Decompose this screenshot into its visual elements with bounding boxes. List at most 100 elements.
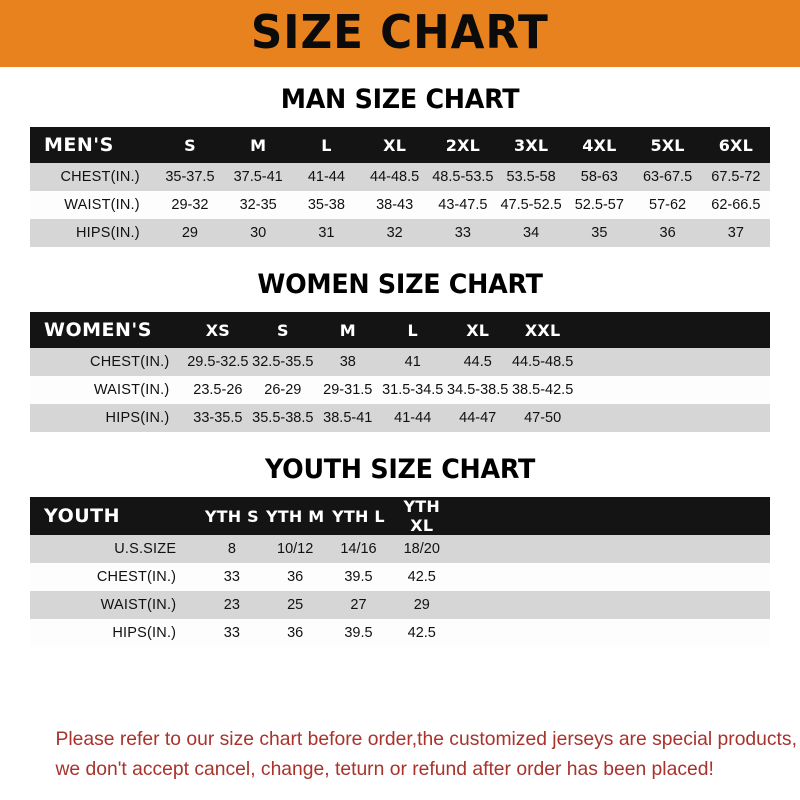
youth-section-title: YOUTH SIZE CHART <box>264 454 536 485</box>
measurement-cell: 42.5 <box>390 563 454 591</box>
order-policy-note: Please refer to our size chart before or… <box>34 724 797 800</box>
measurement-cell: 39.5 <box>326 563 391 591</box>
measurement-cell: 33-35.5 <box>185 404 251 432</box>
measurement-cell: 44-48.5 <box>360 163 429 191</box>
women-section-title: WOMEN SIZE CHART <box>257 269 543 300</box>
column-header-l: L <box>380 312 446 348</box>
measurement-cell: 44.5 <box>445 348 511 376</box>
measurement-cell: 41-44 <box>380 404 446 432</box>
measurement-cell: 8 <box>200 535 264 563</box>
measurement-cell: 33 <box>428 219 497 247</box>
measurement-cell: 30 <box>224 219 293 247</box>
measurement-cell-filler <box>453 619 770 647</box>
measurement-cell: 31.5-34.5 <box>380 376 446 404</box>
measurement-cell: 44-47 <box>445 404 511 432</box>
measurement-cell: 35.5-38.5 <box>250 404 316 432</box>
measurement-cell: 36 <box>633 219 702 247</box>
table-row: HIPS(IN.) 29 30 31 32 33 34 35 36 37 <box>30 219 770 247</box>
column-header-5xl: 5XL <box>633 127 702 163</box>
measurement-cell: 38-43 <box>360 191 429 219</box>
measurement-cell: 29-31.5 <box>315 376 381 404</box>
measurement-cell: 57-62 <box>633 191 702 219</box>
measurement-cell: 43-47.5 <box>428 191 497 219</box>
measurement-cell: 33 <box>200 619 264 647</box>
measurement-cell: 48.5-53.5 <box>428 163 497 191</box>
measurement-cell: 47.5-52.5 <box>496 191 566 219</box>
row-label: HIPS(IN.) <box>30 404 186 432</box>
column-header-xs: XS <box>185 312 251 348</box>
column-header-yth-m: YTH M <box>263 497 327 535</box>
table-header-row: WOMEN'S XS S M L XL XXL <box>30 312 770 348</box>
measurement-cell: 36 <box>263 563 327 591</box>
measurement-cell: 35-37.5 <box>155 163 225 191</box>
table-row: WAIST(IN.) 23 25 27 29 <box>30 591 770 619</box>
measurement-cell: 29 <box>155 219 225 247</box>
measurement-cell: 58-63 <box>565 163 634 191</box>
measurement-cell: 31 <box>292 219 361 247</box>
measurement-cell: 14/16 <box>326 535 391 563</box>
column-header-yth-l: YTH L <box>326 497 391 535</box>
row-label: HIPS(IN.) <box>30 219 156 247</box>
column-header-filler <box>575 312 770 348</box>
table-row: CHEST(IN.) 35-37.5 37.5-41 41-44 44-48.5 48.5… <box>30 163 770 191</box>
measurement-cell: 29 <box>390 591 454 619</box>
table-row: CHEST(IN.) 29.5-32.5 32.5-35.5 38 41 44.5 44.5… <box>30 348 770 376</box>
column-header-4xl: 4XL <box>565 127 634 163</box>
column-header-l: L <box>292 127 361 163</box>
women-table-body: CHEST(IN.) 29.5-32.5 32.5-35.5 38 41 44.5 44.5… <box>30 348 770 432</box>
chart-content: MAN SIZE CHART MEN'S S M L XL 2XL 3XL 4XL 5XL 6XL… <box>0 67 800 800</box>
column-header-6xl: 6XL <box>701 127 770 163</box>
measurement-cell: 41-44 <box>292 163 361 191</box>
measurement-cell: 47-50 <box>510 404 576 432</box>
row-label: WAIST(IN.) <box>30 191 156 219</box>
measurement-cell: 38.5-42.5 <box>510 376 576 404</box>
measurement-cell: 32-35 <box>224 191 293 219</box>
row-label: CHEST(IN.) <box>30 163 156 191</box>
measurement-cell: 23.5-26 <box>185 376 251 404</box>
column-header-yth-s: YTH S <box>200 497 264 535</box>
column-header-s: S <box>250 312 316 348</box>
measurement-cell: 23 <box>200 591 264 619</box>
measurement-cell: 34 <box>496 219 566 247</box>
measurement-cell: 36 <box>263 619 327 647</box>
measurement-cell-filler <box>453 535 770 563</box>
column-header-s: S <box>155 127 225 163</box>
measurement-cell: 26-29 <box>250 376 316 404</box>
measurement-cell: 37.5-41 <box>224 163 293 191</box>
man-table-body: CHEST(IN.) 35-37.5 37.5-41 41-44 44-48.5 48.5… <box>30 163 770 247</box>
table-row: HIPS(IN.) 33 36 39.5 42.5 <box>30 619 770 647</box>
measurement-cell: 34.5-38.5 <box>445 376 511 404</box>
column-header-3xl: 3XL <box>496 127 566 163</box>
row-label: WAIST(IN.) <box>30 591 201 619</box>
measurement-cell-filler <box>575 404 770 432</box>
column-header-m: M <box>224 127 293 163</box>
table-row: WAIST(IN.) 29-32 32-35 35-38 38-43 43-47.5 47.… <box>30 191 770 219</box>
youth-header-label: YOUTH <box>30 497 201 535</box>
youth-table-header: YOUTH YTH S YTH M YTH L YTH XL <box>30 497 770 535</box>
page-banner: SIZE CHART <box>0 0 800 67</box>
measurement-cell: 32.5-35.5 <box>250 348 316 376</box>
measurement-cell: 63-67.5 <box>633 163 702 191</box>
measurement-cell-filler <box>575 348 770 376</box>
measurement-cell: 35 <box>565 219 634 247</box>
measurement-cell: 39.5 <box>326 619 391 647</box>
measurement-cell-filler <box>575 376 770 404</box>
column-header-yth-xl: YTH XL <box>390 497 454 535</box>
measurement-cell-filler <box>453 563 770 591</box>
measurement-cell: 25 <box>263 591 327 619</box>
man-table-header: MEN'S S M L XL 2XL 3XL 4XL 5XL 6XL <box>30 127 770 163</box>
row-label: U.S.SIZE <box>30 535 201 563</box>
page-title: SIZE CHART <box>251 5 549 59</box>
measurement-cell: 10/12 <box>263 535 327 563</box>
column-header-xl: XL <box>360 127 429 163</box>
measurement-cell: 53.5-58 <box>496 163 566 191</box>
policy-line-1: Please refer to our size chart before or… <box>55 727 797 750</box>
measurement-cell: 29.5-32.5 <box>185 348 251 376</box>
man-section-title: MAN SIZE CHART <box>280 84 520 115</box>
man-size-table: MEN'S S M L XL 2XL 3XL 4XL 5XL 6XL CHEST(IN.) 35-3… <box>30 127 770 247</box>
measurement-cell: 52.5-57 <box>565 191 634 219</box>
measurement-cell: 38.5-41 <box>315 404 381 432</box>
column-header-xxl: XXL <box>510 312 576 348</box>
column-header-m: M <box>315 312 381 348</box>
